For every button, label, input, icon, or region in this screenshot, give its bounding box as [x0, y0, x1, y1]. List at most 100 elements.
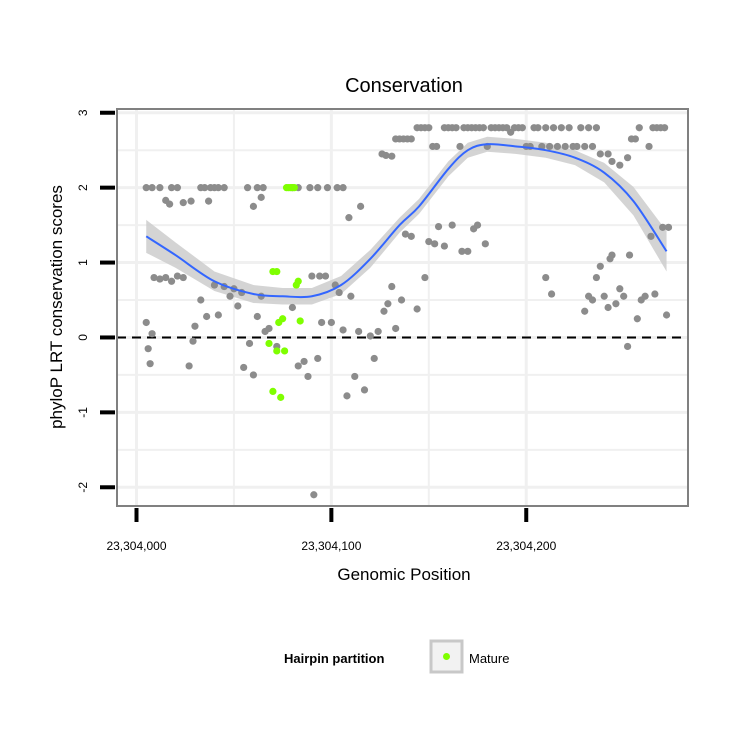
- data-point: [374, 327, 382, 336]
- data-point-mature: [296, 317, 304, 325]
- data-point: [148, 184, 156, 192]
- data-point: [185, 362, 193, 370]
- data-point: [661, 124, 669, 132]
- data-point: [327, 318, 335, 327]
- data-point-mature: [273, 267, 281, 276]
- data-point: [304, 372, 312, 381]
- data-point: [542, 273, 550, 282]
- data-point-mature: [277, 393, 285, 401]
- data-point: [413, 305, 421, 313]
- data-point: [146, 360, 154, 368]
- data-point: [197, 296, 205, 304]
- data-point: [351, 372, 359, 381]
- y-tick-label: 3: [76, 109, 90, 116]
- data-point: [651, 290, 659, 298]
- smooth-line-layer: [145, 143, 668, 299]
- data-point: [608, 157, 616, 166]
- data-point: [635, 124, 643, 132]
- data-point: [253, 312, 261, 321]
- chart-title: Conservation: [345, 75, 463, 97]
- data-point: [623, 342, 632, 351]
- data-point: [333, 184, 341, 192]
- data-point: [240, 363, 248, 372]
- data-point: [314, 184, 322, 192]
- y-tick-label: -2: [76, 482, 90, 493]
- legend-title: Hairpin partition: [284, 651, 384, 666]
- data-point: [347, 292, 355, 300]
- data-point: [310, 491, 318, 499]
- data-point: [345, 214, 353, 222]
- data-point: [265, 324, 273, 333]
- confidence-band-layer: [146, 136, 667, 305]
- data-point: [167, 277, 176, 285]
- data-point: [321, 272, 330, 280]
- data-point: [226, 292, 234, 300]
- data-point: [323, 184, 332, 192]
- data-point: [534, 124, 542, 132]
- data-point: [425, 237, 433, 246]
- data-point: [585, 124, 593, 132]
- data-point: [392, 324, 400, 333]
- data-point: [581, 307, 589, 315]
- data-point: [166, 200, 174, 208]
- data-point: [314, 354, 322, 363]
- data-point: [257, 193, 265, 201]
- data-point: [452, 124, 460, 132]
- data-point: [150, 273, 158, 282]
- data-point: [546, 142, 554, 151]
- y-axis-title: phyloP LRT conservation scores: [47, 185, 66, 429]
- y-tick-label: 0: [76, 334, 90, 341]
- confidence-band: [146, 136, 667, 305]
- data-point: [623, 154, 632, 162]
- data-point: [625, 251, 634, 259]
- data-point: [440, 242, 448, 250]
- data-point: [473, 221, 482, 229]
- data-point: [357, 202, 365, 210]
- data-point: [518, 124, 526, 132]
- data-point: [288, 303, 296, 312]
- data-point: [425, 124, 433, 132]
- data-point: [388, 282, 396, 291]
- data-point-mature: [279, 315, 287, 323]
- y-tick-label: 2: [76, 184, 90, 191]
- data-point: [382, 151, 390, 160]
- data-point: [542, 124, 550, 132]
- data-point-mature: [280, 347, 289, 355]
- data-point: [243, 184, 252, 192]
- data-point: [339, 184, 347, 192]
- data-point: [300, 357, 308, 366]
- data-point: [664, 223, 673, 231]
- data-point: [203, 312, 211, 321]
- data-point: [641, 292, 649, 300]
- x-tick-label: 23,304,100: [301, 539, 361, 553]
- data-point: [156, 275, 164, 283]
- data-point-mature: [265, 339, 273, 348]
- data-point: [547, 290, 556, 298]
- data-point: [592, 273, 601, 282]
- data-point: [600, 292, 608, 300]
- data-point: [162, 273, 170, 282]
- data-point: [596, 150, 604, 158]
- data-point: [384, 300, 392, 308]
- data-point: [201, 184, 209, 192]
- data-point: [561, 142, 569, 151]
- data-point: [433, 142, 441, 151]
- data-point: [253, 184, 261, 192]
- data-point: [448, 221, 456, 229]
- data-point: [142, 184, 150, 192]
- data-point: [620, 292, 628, 300]
- data-point: [234, 302, 242, 310]
- data-point: [481, 240, 489, 248]
- data-point: [565, 124, 573, 132]
- data-point: [308, 272, 316, 280]
- legend-label-mature: Mature: [469, 651, 509, 666]
- data-point: [156, 184, 164, 192]
- data-point: [431, 240, 439, 248]
- axis-layer: 23,304,000 23,304,100 23,304,200 -2 -1 0 1 2 3: [76, 109, 557, 553]
- data-point: [588, 296, 597, 304]
- data-point: [335, 288, 343, 297]
- data-point: [142, 318, 150, 327]
- data-point: [573, 142, 581, 151]
- data-point: [148, 330, 156, 338]
- data-point: [479, 124, 487, 132]
